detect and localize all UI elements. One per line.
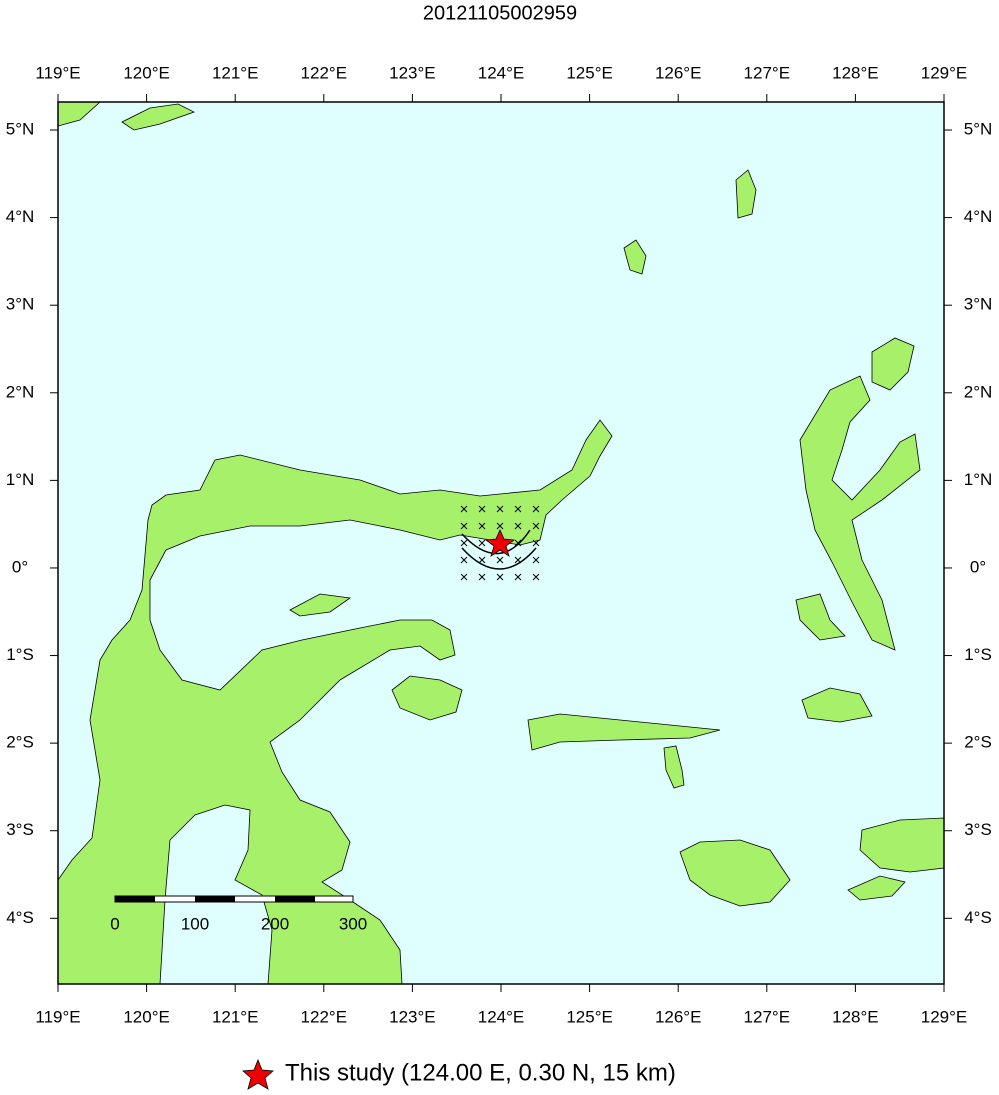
grid-cross: [460, 539, 468, 547]
grid-cross: [478, 505, 486, 513]
epicenter: [484, 529, 516, 557]
grid-cross: [532, 573, 540, 581]
map-frame: 0 100 200 300: [57, 101, 945, 985]
sangihe: [623, 239, 647, 275]
grid-cross: [496, 556, 504, 564]
peleng: [391, 675, 463, 721]
lat-label: 2°S: [964, 733, 992, 752]
lon-label: 122°E: [301, 1007, 348, 1026]
lat-label: 1°S: [6, 645, 34, 664]
lat-label: 1°N: [964, 470, 993, 489]
lon-label: 124°E: [478, 63, 525, 82]
lon-label: 119°E: [35, 63, 80, 82]
north-islands: [121, 103, 196, 131]
scale-label: 100: [181, 914, 209, 933]
lon-label: 124°E: [478, 1007, 525, 1026]
grid-cross: [460, 522, 468, 530]
lon-label: 129°E: [921, 1007, 968, 1026]
lat-label: 3°S: [964, 820, 992, 839]
lat-label: 0°: [12, 557, 28, 576]
map-title: 20121105002959: [423, 2, 577, 24]
grid-cross: [478, 556, 486, 564]
grid-cross: [460, 556, 468, 564]
obi: [801, 687, 873, 723]
lon-label: 121°E: [212, 1007, 259, 1026]
lon-label: 125°E: [566, 1007, 613, 1026]
lat-label: 4°S: [964, 908, 992, 927]
taliabu: [663, 745, 685, 789]
lon-label: 125°E: [566, 63, 613, 82]
grid-cross: [514, 573, 522, 581]
lat-label: 1°S: [964, 645, 992, 664]
scale-label: 300: [339, 914, 367, 933]
lat-label: 5°N: [964, 120, 993, 139]
bacan: [795, 593, 846, 641]
legend-symbol: [242, 1058, 274, 1090]
buru: [679, 839, 791, 907]
lat-label: 4°S: [6, 908, 34, 927]
lon-label: 129°E: [921, 63, 968, 82]
lon-label: 128°E: [832, 63, 879, 82]
grid-cross: [478, 539, 486, 547]
grid-cross: [478, 522, 486, 530]
scale-segment: [115, 896, 155, 902]
grid-cross: [514, 522, 522, 530]
lat-label: 4°N: [964, 207, 993, 226]
halmahera: [799, 375, 921, 651]
lon-label: 123°E: [389, 63, 436, 82]
lon-label: 127°E: [744, 63, 791, 82]
lat-label: 3°S: [6, 820, 34, 839]
grid-cross: [532, 505, 540, 513]
lon-label: 128°E: [832, 1007, 879, 1026]
lat-label: 2°N: [6, 382, 35, 401]
talaud: [735, 169, 757, 219]
lon-label: 120°E: [123, 63, 170, 82]
scale-label: 200: [261, 914, 289, 933]
lat-label: 3°N: [6, 295, 35, 314]
morotai: [871, 337, 915, 391]
grid-cross: [514, 539, 522, 547]
grid-cross: [478, 573, 486, 581]
grid-cross: [514, 505, 522, 513]
gulf-of-bone: [159, 804, 273, 985]
lon-label: 123°E: [389, 1007, 436, 1026]
scale-segment: [195, 896, 235, 902]
lon-label: 119°E: [35, 1007, 80, 1026]
sula: [527, 713, 721, 751]
lon-label: 121°E: [212, 63, 259, 82]
lat-label: 5°N: [6, 120, 35, 139]
grid-cross: [532, 539, 540, 547]
lat-label: 2°S: [6, 733, 34, 752]
togian: [289, 593, 352, 617]
scale-segment: [275, 896, 315, 902]
lon-label: 127°E: [744, 1007, 791, 1026]
lat-label: 3°N: [964, 295, 993, 314]
lon-label: 126°E: [655, 63, 702, 82]
lon-label: 122°E: [301, 63, 348, 82]
lat-label: 1°N: [6, 470, 35, 489]
lat-label: 2°N: [964, 382, 993, 401]
grid-cross: [496, 573, 504, 581]
lat-label: 4°N: [6, 207, 35, 226]
grid-cross: [460, 573, 468, 581]
grid-cross: [532, 556, 540, 564]
lon-label: 126°E: [655, 1007, 702, 1026]
grid-cross: [496, 505, 504, 513]
lon-label: 120°E: [123, 1007, 170, 1026]
grid-cross: [460, 505, 468, 513]
grid-cross: [496, 522, 504, 530]
ambon: [847, 875, 906, 901]
legend-text: This study (124.00 E, 0.30 N, 15 km): [285, 1059, 676, 1086]
source-grid: [460, 505, 540, 581]
scale-label: 0: [110, 914, 119, 933]
lat-label: 0°: [970, 557, 986, 576]
grid-cross: [532, 522, 540, 530]
contour: [461, 529, 537, 570]
seram: [859, 817, 945, 873]
